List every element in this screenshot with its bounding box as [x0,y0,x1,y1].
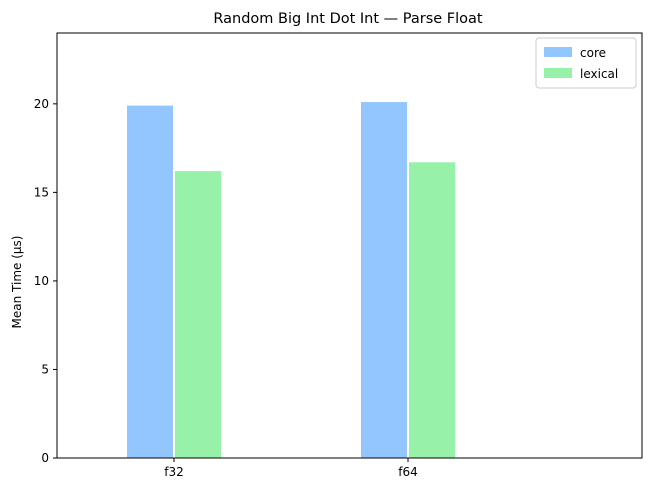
y-tick-label: 0 [41,451,49,465]
x-tick-label: f64 [398,465,418,479]
bar-core-f64 [361,102,407,458]
legend-swatch-lexical [544,68,572,78]
chart-title: Random Big Int Dot Int — Parse Float [213,11,483,27]
y-ticks: 0 5 10 15 20 [34,97,57,465]
bar-lexical-f32 [175,171,221,458]
bars-group [127,102,455,459]
y-tick-label: 10 [34,274,49,288]
legend-swatch-core [544,47,572,57]
bar-lexical-f64 [409,162,455,459]
y-axis-label: Mean Time (µs) [10,236,24,329]
bar-core-f32 [127,105,173,459]
legend: core lexical [535,37,637,89]
plot-frame [56,32,643,459]
y-tick-label: 5 [41,362,49,376]
y-tick-label: 20 [34,97,49,111]
legend-label-core: core [580,46,606,60]
x-tick-label: f32 [164,465,184,479]
y-tick-label: 15 [34,185,49,199]
x-ticks: f32 f64 [164,458,418,479]
legend-label-lexical: lexical [580,67,618,81]
